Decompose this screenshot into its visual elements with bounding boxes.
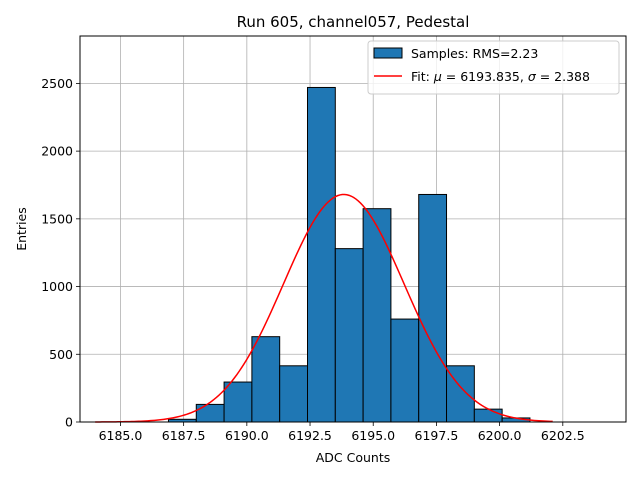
histogram-bar — [473, 408, 503, 423]
histogram-bar — [418, 193, 448, 423]
y-tick-label: 2000 — [41, 144, 73, 159]
histogram-bar — [223, 381, 253, 423]
x-axis-label: ADC Counts — [316, 450, 391, 465]
x-tick-label: 6197.5 — [415, 428, 459, 443]
y-axis-label: Entries — [14, 207, 29, 251]
legend: Samples: RMS=2.23 Fit: μ = 6193.835, σ =… — [367, 40, 620, 95]
x-axis-ticks: 6185.0 6187.5 6190.0 6192.5 6195.0 6197.5 6200… — [99, 422, 585, 443]
x-tick-label: 6185.0 — [99, 428, 143, 443]
histogram-bar — [390, 318, 420, 423]
legend-box — [367, 40, 620, 95]
plot-frame — [79, 35, 627, 423]
y-tick-label: 1000 — [41, 279, 73, 294]
y-axis-ticks: 0 500 1000 1500 2000 2500 — [41, 76, 80, 430]
fit-curve — [95, 193, 553, 423]
legend-fit-label: Fit: μ = 6193.835, σ = 2.388 — [411, 69, 590, 84]
legend-samples-label: Samples: RMS=2.23 — [411, 46, 538, 61]
histogram-bar — [195, 403, 225, 423]
histogram-bar — [251, 336, 281, 423]
legend-samples-swatch — [373, 47, 403, 59]
y-tick-label: 1500 — [41, 211, 73, 226]
histogram-bar — [334, 248, 364, 423]
x-tick-label: 6192.5 — [288, 428, 332, 443]
histogram-bar — [279, 365, 309, 423]
x-tick-label: 6202.5 — [541, 428, 585, 443]
y-tick-label: 2500 — [41, 76, 73, 91]
histogram-bar — [307, 86, 336, 423]
x-tick-label: 6195.0 — [351, 428, 395, 443]
chart-title: Run 605, channel057, Pedestal — [237, 13, 470, 31]
histogram-bar — [362, 208, 392, 423]
x-tick-label: 6190.0 — [225, 428, 269, 443]
x-tick-label: 6200.0 — [478, 428, 522, 443]
x-tick-label: 6187.5 — [162, 428, 206, 443]
y-tick-label: 0 — [65, 415, 73, 430]
y-tick-label: 500 — [49, 347, 73, 362]
